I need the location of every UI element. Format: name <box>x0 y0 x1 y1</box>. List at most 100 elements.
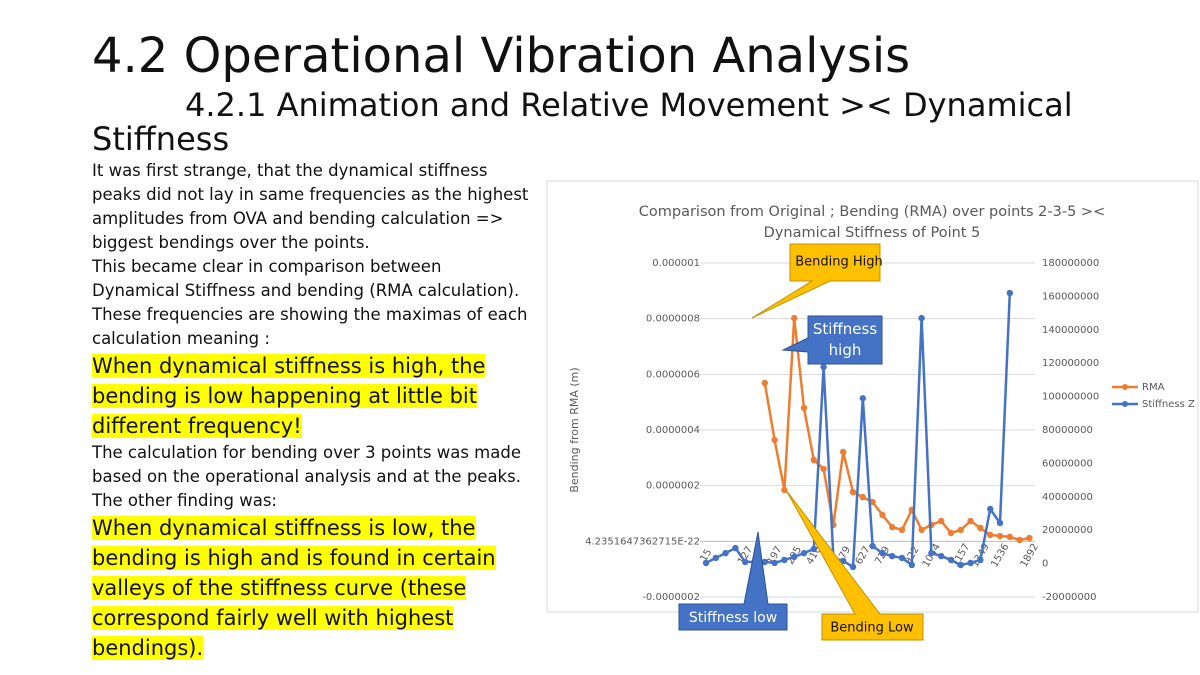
y-tick-label: 0.000001 <box>652 258 700 269</box>
data-point <box>761 558 768 566</box>
data-point <box>947 556 955 564</box>
legend-marker <box>1122 384 1128 390</box>
data-point <box>840 448 847 456</box>
legend-label: Stiffness Z <box>1142 399 1195 410</box>
paragraph: It was first strange, that the dynamical… <box>92 159 532 255</box>
data-point <box>898 526 906 534</box>
y2-tick-label: 100000000 <box>1042 392 1099 403</box>
paragraph-text: This became clear in comparison between … <box>92 257 520 300</box>
data-point <box>938 552 945 560</box>
data-point <box>859 493 866 501</box>
data-point <box>987 505 994 513</box>
data-point <box>879 511 886 519</box>
data-point <box>791 553 798 561</box>
callout-shape <box>781 315 883 365</box>
y-tick-label: 0.0000002 <box>646 481 700 492</box>
data-point <box>849 563 857 571</box>
data-point <box>1026 534 1033 542</box>
data-point <box>869 542 876 550</box>
y-tick-label: -0.0000002 <box>642 592 700 603</box>
data-point <box>908 561 915 569</box>
data-point <box>967 517 974 525</box>
data-point <box>918 314 925 322</box>
legend-marker <box>1122 401 1128 407</box>
y2-tick-label: 160000000 <box>1042 291 1099 302</box>
callout-label: Stiffness high <box>812 320 878 359</box>
y2-tick-label: 80000000 <box>1042 425 1093 436</box>
data-point <box>849 488 857 496</box>
y-tick-label: 0.0000008 <box>646 314 700 325</box>
highlighted-paragraph: When dynamical stiffness is low, the ben… <box>92 513 532 663</box>
paragraph-text: The calculation for bending over 3 point… <box>92 443 521 510</box>
data-point <box>791 314 798 322</box>
data-point <box>722 549 729 557</box>
data-point <box>781 556 788 564</box>
callout-shape <box>751 243 881 319</box>
callout-shape <box>785 489 924 641</box>
y2-tick-label: 180000000 <box>1042 258 1099 269</box>
data-point <box>928 549 935 557</box>
data-point <box>820 363 827 371</box>
data-point <box>771 559 778 567</box>
data-point <box>889 523 896 531</box>
data-point <box>957 561 964 569</box>
data-point <box>938 517 945 525</box>
y2-tick-label: -20000000 <box>1042 592 1097 603</box>
y2-tick-label: 40000000 <box>1042 492 1093 503</box>
legend-label: RMA <box>1142 382 1165 393</box>
y2-tick-label: 140000000 <box>1042 325 1099 336</box>
y2-tick-label: 0 <box>1042 559 1048 570</box>
data-point <box>712 554 719 562</box>
paragraph-text: When dynamical stiffness is high, the be… <box>92 354 486 438</box>
y-tick-label: 0.0000006 <box>646 369 700 380</box>
data-point <box>742 558 749 566</box>
data-point <box>996 519 1004 527</box>
data-point <box>781 486 788 494</box>
paragraph-text: It was first strange, that the dynamical… <box>92 161 529 252</box>
data-point <box>800 549 808 557</box>
data-point <box>702 559 710 567</box>
callouts: Bending High Stiffness high Stiffness lo… <box>678 243 924 641</box>
data-point <box>987 531 994 539</box>
callout-label: Stiffness low <box>689 610 777 626</box>
slide-title: 4.2 Operational Vibration Analysis <box>92 28 911 84</box>
data-point <box>918 526 925 534</box>
data-point <box>800 404 808 412</box>
data-point <box>898 554 906 562</box>
data-point <box>957 526 964 534</box>
data-point <box>977 556 984 564</box>
data-point <box>1016 536 1023 544</box>
highlighted-paragraph: When dynamical stiffness is high, the be… <box>92 351 532 441</box>
body-text: It was first strange, that the dynamical… <box>92 159 532 663</box>
callout-box: Stiffness high <box>812 320 878 359</box>
paragraph: These frequencies are showing the maxima… <box>92 303 532 351</box>
y2-tick-label: 20000000 <box>1042 525 1093 536</box>
chart-title: Comparison from Original ; Bending (RMA)… <box>639 204 1105 241</box>
data-point <box>859 395 866 402</box>
y-tick-label: 4.2351647362715E-22 <box>585 536 700 547</box>
data-point <box>967 559 974 567</box>
data-point <box>732 544 739 552</box>
callout-label: Bending High <box>795 255 883 270</box>
paragraph-text: These frequencies are showing the maxima… <box>92 305 528 348</box>
y2-tick-label: 120000000 <box>1042 358 1099 369</box>
paragraph: The calculation for bending over 3 point… <box>92 441 532 513</box>
data-point <box>996 532 1004 540</box>
paragraph: This became clear in comparison between … <box>92 255 532 303</box>
paragraph-text: When dynamical stiffness is low, the ben… <box>92 516 496 660</box>
callout-shape <box>678 531 788 631</box>
callout-label: Bending Low <box>830 621 914 636</box>
data-point <box>771 436 778 444</box>
data-point <box>820 465 827 473</box>
y-axis-label: Bending from RMA (m) <box>568 367 581 492</box>
data-point <box>1006 289 1013 297</box>
data-point <box>879 549 886 557</box>
data-point <box>889 552 896 560</box>
data-point <box>810 456 817 464</box>
data-point <box>947 529 955 537</box>
data-point <box>1006 533 1013 541</box>
data-point <box>977 524 984 532</box>
y-tick-label: 0.0000004 <box>646 425 700 436</box>
